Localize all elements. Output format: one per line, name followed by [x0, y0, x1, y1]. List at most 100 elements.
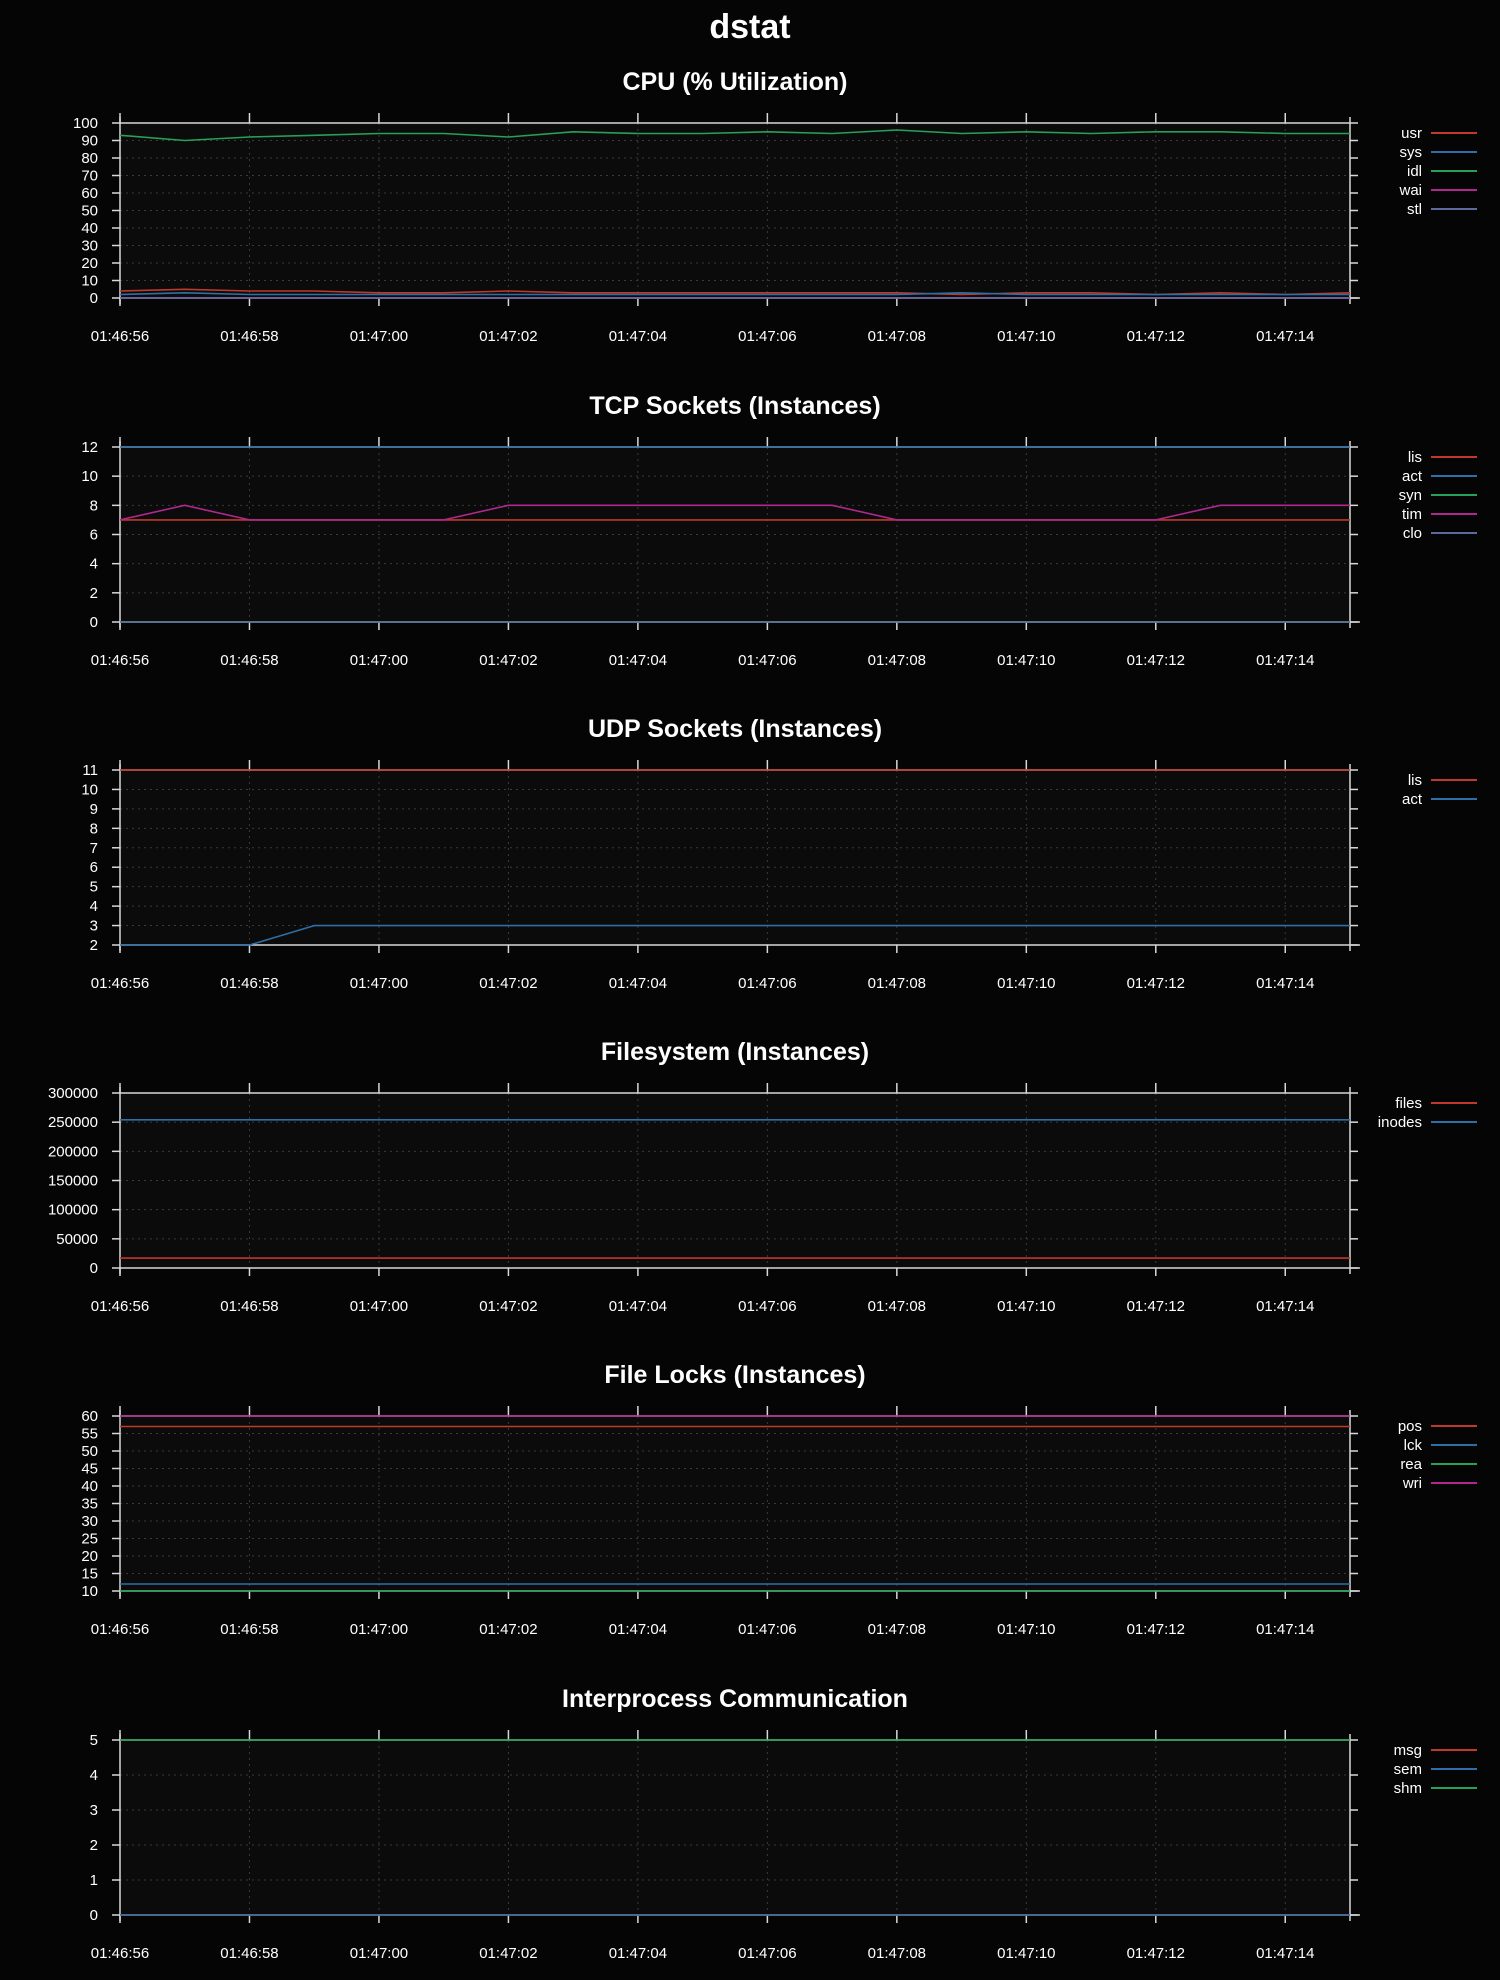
legend-label-sys: sys — [1400, 144, 1423, 161]
y-tick-label: 4 — [90, 898, 98, 915]
x-tick-label: 01:47:00 — [350, 975, 408, 992]
x-tick-label: 01:47:08 — [868, 1621, 926, 1638]
x-tick-label: 01:47:08 — [868, 328, 926, 345]
legend-label-idl: idl — [1407, 163, 1422, 180]
y-tick-label: 35 — [81, 1496, 98, 1513]
y-tick-label: 150000 — [48, 1173, 98, 1190]
legend-label-lis: lis — [1408, 449, 1422, 466]
chart-panel-1: CPU (% Utilization) 01:46:56 01:46:58 01:47… — [73, 68, 1477, 345]
series-line-act — [120, 924, 1350, 946]
x-tick-label: 01:47:00 — [350, 1621, 408, 1638]
y-tick-label: 200000 — [48, 1143, 98, 1160]
y-tick-label: 50 — [81, 1443, 98, 1460]
y-tick-label: 55 — [81, 1426, 98, 1443]
chart-title: Filesystem (Instances) — [601, 1038, 869, 1066]
x-tick-label: 01:47:14 — [1256, 975, 1314, 992]
legend: pos lck rea wri — [1398, 1418, 1477, 1492]
x-tick-label: 01:46:58 — [220, 652, 278, 669]
x-tick-label: 01:46:56 — [91, 1945, 149, 1962]
legend-label-msg: msg — [1394, 1742, 1422, 1759]
y-tick-label: 3 — [90, 1802, 98, 1819]
x-tick-label: 01:47:06 — [738, 1298, 796, 1315]
legend-label-usr: usr — [1401, 125, 1422, 142]
x-tick-label: 01:46:58 — [220, 975, 278, 992]
y-tick-label: 0 — [90, 290, 98, 307]
x-tick-label: 01:46:58 — [220, 1621, 278, 1638]
legend-label-shm: shm — [1394, 1780, 1422, 1797]
series-line-tim — [119, 504, 1350, 521]
x-tick-label: 01:47:06 — [738, 1945, 796, 1962]
x-tick-label: 01:47:02 — [479, 328, 537, 345]
x-tick-label: 01:47:14 — [1256, 1298, 1314, 1315]
legend: usr sys idl wai stl — [1398, 125, 1477, 218]
y-tick-label: 9 — [90, 801, 98, 818]
x-tick-label: 01:46:56 — [91, 652, 149, 669]
y-tick-label: 60 — [81, 1408, 98, 1425]
legend-label-act: act — [1402, 468, 1423, 485]
x-tick-label: 01:47:10 — [997, 652, 1055, 669]
page-title: dstat — [709, 8, 790, 46]
legend-label-syn: syn — [1399, 487, 1422, 504]
x-tick-label: 01:47:00 — [350, 1298, 408, 1315]
legend-label-wai: wai — [1398, 182, 1422, 199]
plot-area — [120, 1740, 1350, 1915]
y-tick-label: 1 — [90, 1872, 98, 1889]
chart-title: UDP Sockets (Instances) — [588, 715, 882, 743]
x-tick-label: 01:47:02 — [479, 975, 537, 992]
y-tick-label: 70 — [81, 168, 98, 185]
legend: lis act syn tim clo — [1399, 449, 1477, 542]
x-tick-label: 01:47:10 — [997, 1621, 1055, 1638]
y-tick-label: 50000 — [56, 1231, 98, 1248]
x-tick-label: 01:47:08 — [868, 652, 926, 669]
legend-label-tim: tim — [1402, 506, 1422, 523]
x-tick-label: 01:46:56 — [91, 975, 149, 992]
chart-title: TCP Sockets (Instances) — [589, 392, 880, 420]
legend-label-stl: stl — [1407, 201, 1422, 218]
y-tick-label: 40 — [81, 220, 98, 237]
y-tick-label: 100 — [73, 115, 98, 132]
y-tick-label: 250000 — [48, 1114, 98, 1131]
x-tick-label: 01:47:08 — [868, 975, 926, 992]
legend-label-pos: pos — [1398, 1418, 1422, 1435]
series-line-sys — [119, 291, 1350, 296]
x-tick-label: 01:47:00 — [350, 652, 408, 669]
legend: msg sem shm — [1394, 1742, 1477, 1797]
y-tick-label: 2 — [90, 585, 98, 602]
y-tick-label: 15 — [81, 1566, 98, 1583]
y-tick-label: 0 — [90, 614, 98, 631]
x-tick-label: 01:47:06 — [738, 1621, 796, 1638]
legend-label-rea: rea — [1400, 1456, 1422, 1473]
y-tick-label: 6 — [90, 859, 98, 876]
x-tick-label: 01:47:14 — [1256, 1945, 1314, 1962]
x-tick-label: 01:47:04 — [609, 652, 667, 669]
x-tick-label: 01:47:12 — [1127, 975, 1185, 992]
x-tick-label: 01:47:06 — [738, 975, 796, 992]
y-tick-label: 10 — [81, 1583, 98, 1600]
legend-label-act: act — [1402, 791, 1423, 808]
chart-title: CPU (% Utilization) — [623, 68, 848, 96]
series-line-idl — [119, 129, 1350, 142]
x-tick-label: 01:47:02 — [479, 652, 537, 669]
legend: lis act — [1402, 772, 1477, 808]
y-tick-label: 25 — [81, 1531, 98, 1548]
x-tick-label: 01:47:04 — [609, 1298, 667, 1315]
y-tick-label: 11 — [82, 762, 98, 779]
x-tick-label: 01:47:04 — [609, 975, 667, 992]
x-tick-label: 01:47:02 — [479, 1298, 537, 1315]
x-tick-label: 01:46:56 — [91, 1298, 149, 1315]
x-tick-label: 01:47:00 — [350, 1945, 408, 1962]
x-tick-label: 01:47:10 — [997, 1945, 1055, 1962]
y-tick-label: 5 — [90, 879, 98, 896]
x-tick-label: 01:46:56 — [91, 1621, 149, 1638]
y-tick-label: 20 — [81, 1548, 98, 1565]
x-tick-label: 01:47:04 — [609, 1621, 667, 1638]
y-tick-label: 80 — [81, 150, 98, 167]
x-tick-label: 01:46:58 — [220, 1945, 278, 1962]
chart-panel-3: UDP Sockets (Instances) 01:46:56 01:46:58 0… — [81, 715, 1477, 992]
x-tick-label: 01:47:10 — [997, 328, 1055, 345]
x-tick-label: 01:47:10 — [997, 1298, 1055, 1315]
chart-panel-4: Filesystem (Instances)01:46:56 01:46:58 01… — [48, 1038, 1477, 1315]
legend: files inodes — [1378, 1095, 1477, 1131]
